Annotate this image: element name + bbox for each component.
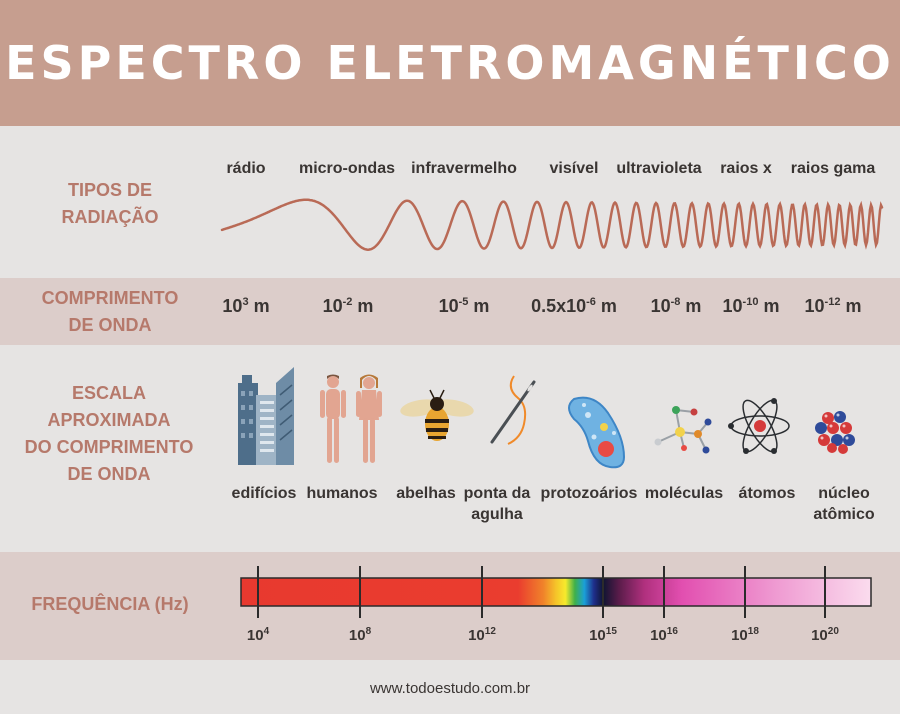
scale-band [0,345,900,552]
wavelength-xray: 10-10 m [722,296,780,316]
frequency-tick-label: 1018 [731,626,759,644]
wavelength-visible: 0.5x10-6 m [531,296,617,316]
atom-icon [728,398,790,454]
frequency-tick-label: 1015 [589,626,617,644]
scale-needle-line: ponta da [463,485,531,502]
wavelength-infrared: 10-5 m [438,296,490,316]
row-label-line: RADIAÇÃO [61,207,159,227]
wavelength-microwave: 10-2 m [322,296,374,316]
scale-molecules: moléculas [644,485,724,502]
scale-row-label: ESCALA APROXIMADA DO COMPRIMENTO DE ONDA [14,380,204,488]
type-radio: rádio [226,160,266,177]
type-gamma: raios gama [790,160,876,177]
wavelength-row-label: COMPRIMENTO DE ONDA [30,285,190,339]
scale-atoms: átomos [738,485,796,502]
buildings-icon [238,367,294,465]
type-ultraviolet: ultravioleta [616,160,702,177]
row-label-line: DO COMPRIMENTO [24,437,194,457]
row-label-line: ESCALA [71,383,146,403]
row-label-line: DE ONDA [68,315,152,335]
humans-icon [320,374,382,463]
scale-humans: humanos [306,485,378,502]
row-label-line: DE ONDA [67,464,151,484]
header-banner: ESPECTRO ELETROMAGNÉTICO [0,0,900,126]
frequency-tick-label: 1012 [468,626,496,644]
row-label-line: TIPOS DE [67,180,152,200]
radiation-types-band [0,126,900,278]
protozoa-icon [568,396,626,469]
scale-nucleus-line: núcleo [818,485,870,502]
frequency-ticks [257,566,826,618]
scale-nucleus: núcleo atômico [806,483,882,525]
scale-nucleus-line: atômico [813,506,875,523]
scale-bees: abelhas [396,485,456,502]
type-visible: visível [549,160,599,177]
type-microwave: micro-ondas [298,160,395,177]
scale-protozoa: protozoários [540,485,638,502]
scale-needle-line: agulha [471,506,523,523]
row-label-line: COMPRIMENTO [41,288,179,308]
wavelength-gamma: 10-12 m [804,296,862,316]
wavelength-band [0,278,900,345]
wave-illustration [220,198,884,251]
type-infrared: infravermelho [411,160,517,177]
nucleus-icon [815,411,855,454]
wave-line [220,198,884,251]
molecules-icon [654,406,712,454]
row-label-line: APROXIMADA [47,410,171,430]
type-xray: raios x [720,160,772,177]
frequency-bar [240,566,872,618]
bee-icon [400,389,474,441]
needle-icon [490,375,536,445]
scale-needle: ponta da agulha [460,483,534,525]
wavelength-radio: 103 m [222,296,270,316]
scale-buildings: edifícios [231,485,297,502]
frequency-tick-label: 108 [348,626,372,644]
frequency-row-label: FREQUÊNCIA (Hz) [31,594,189,614]
footer-url[interactable]: www.todoestudo.com.br [369,680,531,697]
page-title: ESPECTRO ELETROMAGNÉTICO [5,36,895,90]
frequency-tick-label: 104 [246,626,270,644]
wavelength-ultraviolet: 10-8 m [650,296,702,316]
frequency-tick-label: 1016 [650,626,678,644]
frequency-tick-label: 1020 [811,626,839,644]
radiation-types-row-label: TIPOS DE RADIAÇÃO [30,177,190,231]
